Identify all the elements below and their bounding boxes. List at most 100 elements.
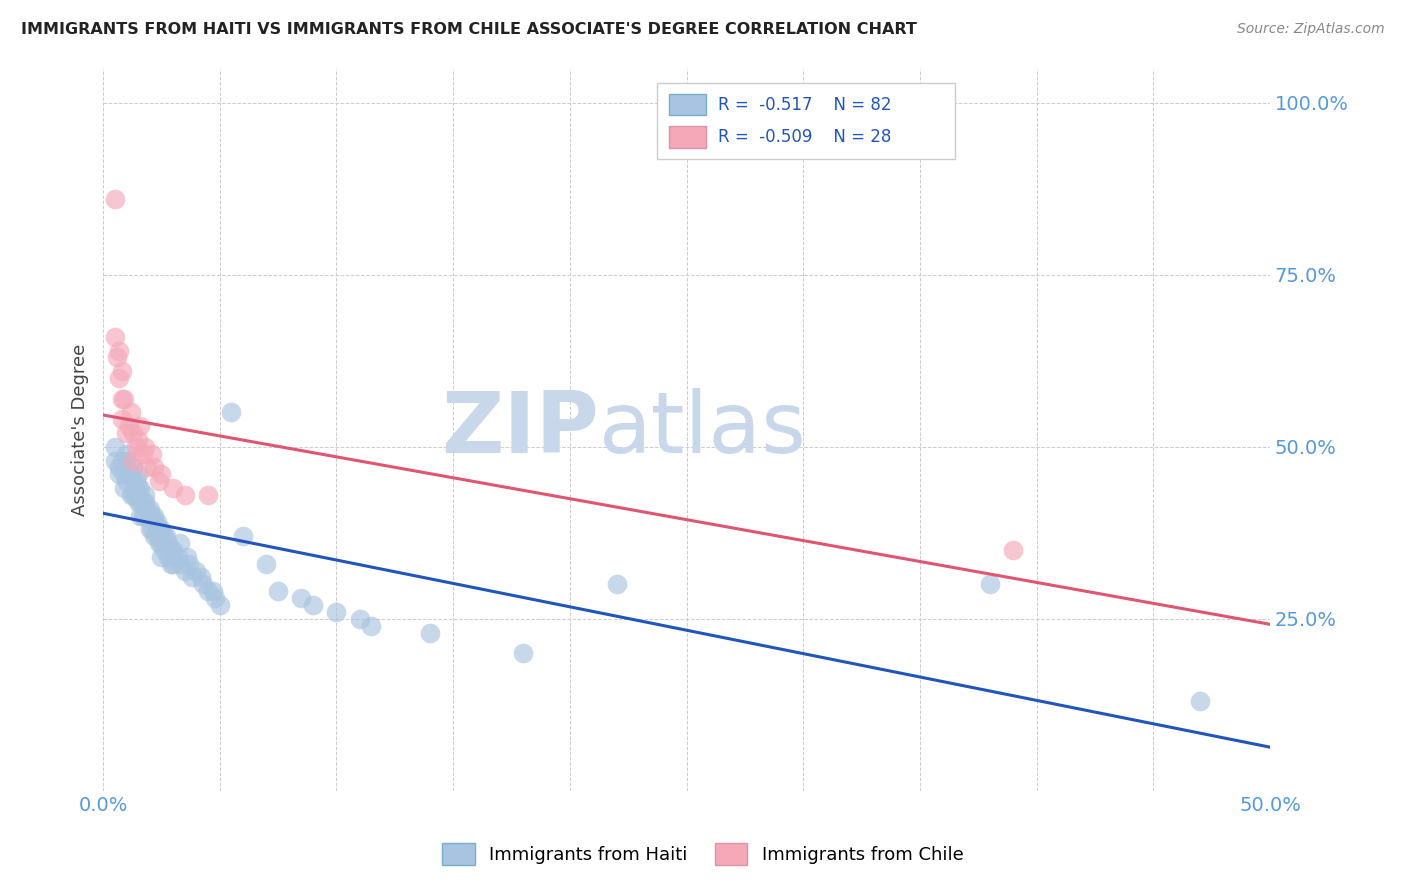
Point (159, 543, 181, 558)
Point (139, 508, 162, 523)
Point (173, 564, 195, 578)
Point (129, 508, 152, 523)
Point (157, 536, 180, 550)
Point (104, 330, 127, 344)
Point (221, 405, 243, 419)
Point (134, 508, 156, 523)
Point (136, 501, 159, 516)
Point (141, 508, 163, 523)
FancyBboxPatch shape (658, 83, 955, 159)
Point (108, 343, 131, 358)
Point (153, 543, 176, 558)
Point (148, 522, 170, 536)
Point (146, 529, 169, 543)
Point (122, 460, 145, 475)
Point (112, 392, 135, 406)
Point (127, 433, 149, 447)
Point (146, 516, 169, 530)
Point (129, 495, 152, 509)
Point (120, 405, 142, 419)
Point (111, 364, 134, 378)
Point (122, 425, 145, 440)
Point (125, 474, 148, 488)
Point (141, 447, 163, 461)
Point (104, 453, 127, 467)
Point (127, 481, 149, 495)
Point (143, 529, 166, 543)
Point (125, 440, 148, 454)
Point (148, 536, 170, 550)
Point (143, 508, 166, 523)
Point (208, 598, 231, 612)
Point (256, 557, 278, 571)
Point (325, 605, 347, 619)
Legend: Immigrants from Haiti, Immigrants from Chile: Immigrants from Haiti, Immigrants from C… (436, 836, 970, 872)
Point (132, 495, 155, 509)
Point (979, 577, 1001, 591)
Point (120, 467, 142, 482)
Point (197, 584, 219, 599)
Point (176, 549, 198, 564)
Point (134, 440, 156, 454)
Point (115, 453, 138, 467)
Point (169, 557, 191, 571)
Point (129, 481, 152, 495)
Point (159, 557, 181, 571)
Text: Source: ZipAtlas.com: Source: ZipAtlas.com (1237, 22, 1385, 37)
Point (162, 543, 184, 558)
Point (150, 522, 173, 536)
Point (153, 529, 176, 543)
Point (201, 584, 224, 599)
Point (190, 570, 212, 584)
Point (134, 488, 156, 502)
Point (132, 447, 155, 461)
Point (111, 412, 134, 426)
Point (360, 618, 382, 632)
Point (1002, 543, 1025, 558)
Point (115, 474, 138, 488)
Point (169, 536, 191, 550)
Point (104, 440, 127, 454)
FancyBboxPatch shape (669, 94, 706, 115)
Point (290, 591, 312, 606)
Point (118, 419, 141, 434)
Point (143, 516, 166, 530)
Point (112, 467, 135, 482)
Point (122, 453, 145, 467)
Point (349, 612, 371, 626)
Point (132, 508, 155, 523)
Point (136, 460, 159, 475)
Point (129, 419, 152, 434)
Point (139, 501, 162, 516)
Point (512, 646, 534, 660)
Point (232, 529, 254, 543)
Point (162, 557, 184, 571)
Point (148, 474, 170, 488)
Point (150, 467, 173, 482)
Point (193, 577, 215, 591)
Point (162, 481, 184, 495)
Point (127, 495, 149, 509)
Point (1188, 694, 1211, 708)
Point (108, 467, 131, 482)
Point (150, 536, 173, 550)
Text: ZIP: ZIP (441, 388, 599, 471)
Point (122, 488, 145, 502)
Point (173, 488, 195, 502)
Y-axis label: Associate's Degree: Associate's Degree (72, 343, 89, 516)
Point (120, 488, 142, 502)
Point (179, 557, 201, 571)
Point (186, 564, 208, 578)
Point (141, 522, 163, 536)
Point (157, 549, 180, 564)
Point (105, 351, 128, 365)
Point (115, 447, 138, 461)
Point (115, 425, 138, 440)
Point (150, 549, 173, 564)
Point (139, 522, 162, 536)
Point (143, 460, 166, 475)
Text: atlas: atlas (599, 388, 807, 471)
Point (112, 481, 135, 495)
Point (125, 488, 148, 502)
Point (267, 584, 290, 599)
